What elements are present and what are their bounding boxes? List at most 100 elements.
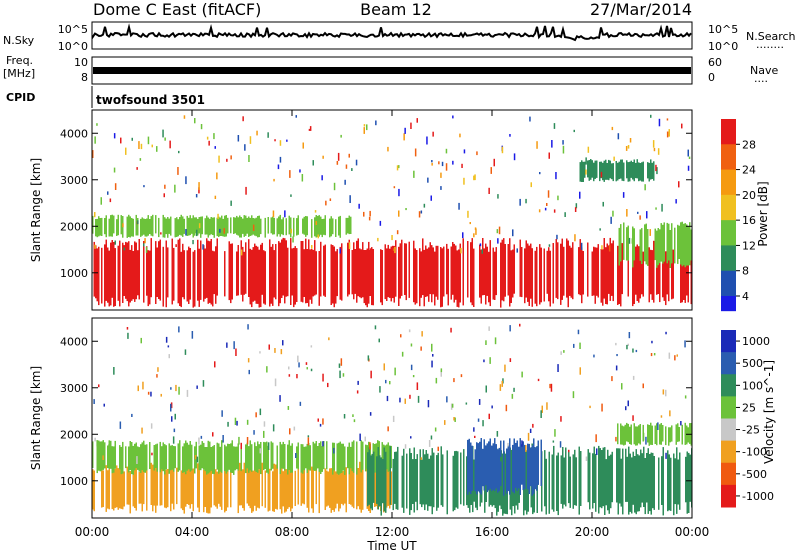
power-speck <box>603 202 605 207</box>
power-speck <box>446 149 448 154</box>
power-cell <box>145 219 147 237</box>
power-speck <box>244 144 246 151</box>
colorbar-swatch <box>721 330 736 353</box>
velocity-cell <box>205 470 207 507</box>
velocity-cell <box>628 447 630 515</box>
power-speck <box>585 157 587 164</box>
power-cell <box>130 216 132 237</box>
power-cell <box>494 252 496 300</box>
power-cell <box>200 241 202 300</box>
velocity-cell <box>369 447 371 505</box>
velocity-cell <box>527 444 529 490</box>
velocity-cell <box>536 447 538 491</box>
velocity-speck <box>170 387 172 390</box>
power-speck <box>613 157 615 161</box>
power-cell <box>241 240 243 294</box>
power-speck <box>137 220 139 224</box>
velocity-cell <box>508 445 510 491</box>
velocity-cell <box>438 453 440 508</box>
velocity-speck <box>173 436 175 443</box>
power-speck <box>192 240 194 244</box>
velocity-speck <box>322 441 324 446</box>
colorbar-tick-label: 20 <box>742 189 756 202</box>
velocity-speck <box>625 406 627 410</box>
power-speck <box>688 166 690 171</box>
power-cell <box>307 216 309 235</box>
velocity-cell <box>254 442 256 470</box>
velocity-speck <box>148 392 150 395</box>
velocity-cell <box>140 468 142 504</box>
velocity-speck <box>626 345 628 349</box>
power-cell <box>310 249 312 299</box>
velocity-cell <box>140 444 142 473</box>
velocity-cell <box>344 446 346 475</box>
velocity-cell <box>689 423 691 444</box>
velocity-speck <box>375 325 377 329</box>
velocity-cell <box>515 443 517 488</box>
velocity-cell <box>119 445 121 469</box>
power-cell <box>113 216 115 234</box>
power-speck <box>452 161 454 165</box>
velocity-cell <box>598 446 600 514</box>
power-cell <box>281 219 283 234</box>
power-speck <box>512 229 514 236</box>
velocity-speck <box>405 444 407 449</box>
power-cell <box>274 250 276 297</box>
power-cell <box>581 160 583 182</box>
velocity-speck <box>379 386 381 393</box>
power-speck <box>215 146 217 149</box>
power-speck <box>185 176 187 184</box>
power-cell <box>647 162 649 178</box>
power-cell <box>181 252 183 307</box>
velocity-cell <box>308 463 310 512</box>
colorbar-tick-label: 24 <box>742 164 756 177</box>
power-cell <box>503 238 505 301</box>
power-cell <box>437 246 439 300</box>
power-cell <box>620 224 622 261</box>
velocity-cell <box>190 441 192 472</box>
velocity-cell <box>166 470 168 508</box>
velocity-speck <box>685 395 687 398</box>
power-cell <box>422 238 424 295</box>
power-cell <box>298 215 300 235</box>
power-cell <box>602 163 604 180</box>
power-speck <box>208 141 210 146</box>
velocity-cell <box>215 469 217 506</box>
power-speck <box>557 196 559 201</box>
power-cell <box>106 215 108 237</box>
nave-tick-top: 60 <box>708 56 722 69</box>
power-speck <box>207 137 209 140</box>
velocity-cell <box>484 439 486 490</box>
velocity-cell <box>277 468 279 510</box>
velocity-cell <box>620 424 622 445</box>
velocity-cell <box>686 426 688 445</box>
velocity-cell <box>648 448 650 514</box>
nsky-tick-top: 10^5 <box>58 23 88 36</box>
colorbar-swatch <box>721 271 736 297</box>
velocity-cell <box>113 446 115 472</box>
power-cell <box>179 217 181 235</box>
power-speck <box>290 194 292 197</box>
power-cell <box>151 238 153 297</box>
power-speck <box>556 235 558 240</box>
power-cell <box>136 215 138 236</box>
velocity-cell <box>139 472 141 504</box>
velocity-cell <box>362 442 364 470</box>
power-cell <box>595 161 597 179</box>
velocity-speck <box>178 387 180 395</box>
power-cell <box>290 238 292 305</box>
power-cell <box>664 222 666 261</box>
velocity-speck <box>279 395 281 402</box>
colorbar-tick-label: 28 <box>742 138 756 151</box>
velocity-speck <box>431 361 433 368</box>
velocity-cell <box>679 453 681 510</box>
power-cell <box>481 250 483 304</box>
colorbar-tick-label: 12 <box>742 239 756 252</box>
velocity-cell <box>290 446 292 473</box>
power-speck <box>463 178 465 185</box>
velocity-speck <box>628 344 630 346</box>
power-cell <box>215 246 217 303</box>
power-cell <box>629 162 631 182</box>
velocity-cell <box>518 447 520 489</box>
velocity-speck <box>247 437 249 444</box>
